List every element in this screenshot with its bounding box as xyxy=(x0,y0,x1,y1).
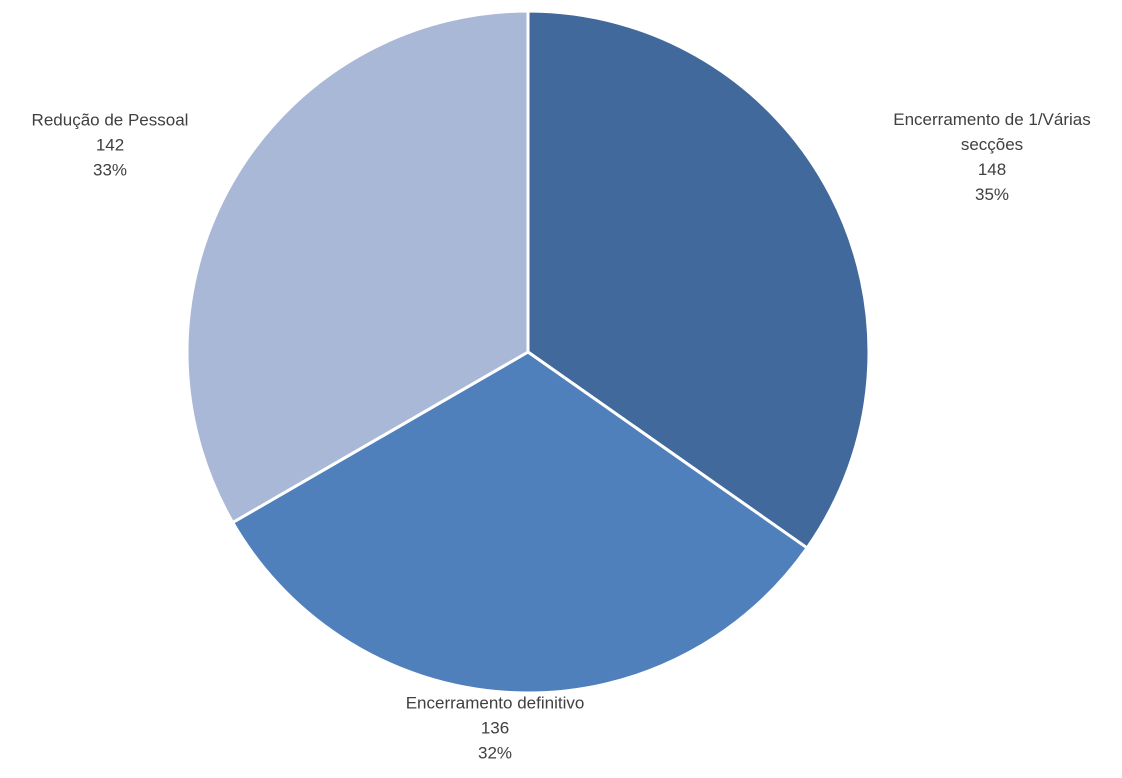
slice-percent-label: 35% xyxy=(975,185,1009,204)
pie-slice-2 xyxy=(231,350,809,695)
slice-label-3: Redução de Pessoal 142 33% xyxy=(32,110,189,179)
slice-label-1: Encerramento de 1/Várias secções 148 35% xyxy=(893,110,1091,204)
slice-category-label: Redução de Pessoal xyxy=(32,110,189,129)
pie-slice-1 xyxy=(526,9,871,550)
slice-percent-label: 33% xyxy=(93,160,127,179)
slice-category-label: Encerramento de 1/Várias xyxy=(893,110,1091,129)
slice-label-2: Encerramento definitivo 136 32% xyxy=(406,693,585,762)
slice-value-label: 148 xyxy=(978,160,1006,179)
slice-percent-label: 32% xyxy=(478,743,512,762)
labels-layer: Encerramento de 1/Váriassecções14835%Enc… xyxy=(32,110,1091,763)
slice-category-label: secções xyxy=(961,135,1023,154)
pie-slice-3 xyxy=(185,9,530,524)
slice-value-label: 136 xyxy=(481,718,509,737)
slice-value-label: 142 xyxy=(96,135,124,154)
slice-category-label: Encerramento definitivo xyxy=(406,693,585,712)
slices-layer xyxy=(185,9,871,695)
